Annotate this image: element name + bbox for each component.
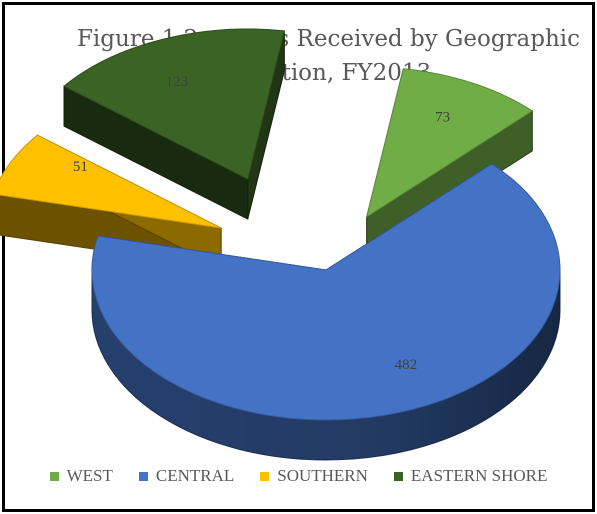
pie-top-west: [365, 68, 534, 218]
legend-label-eastern-shore: EASTERN SHORE: [410, 466, 548, 485]
chart-legend: WEST CENTRAL SOUTHERN EASTERN SHORE: [0, 466, 597, 486]
legend-item-central: CENTRAL: [138, 466, 235, 486]
legend-label-central: CENTRAL: [155, 466, 235, 485]
pie-top-central: [91, 163, 561, 421]
legend-item-southern: SOUTHERN: [260, 466, 368, 486]
data-label-southern: 51: [73, 159, 88, 175]
data-label-west: 73: [435, 109, 450, 125]
legend-item-eastern-shore: EASTERN SHORE: [393, 466, 548, 486]
legend-swatch-eastern-shore: [393, 471, 403, 481]
pie-slice-central: 482: [91, 163, 561, 461]
pie-slice-eastern-shore: 123: [63, 28, 285, 220]
pie-top-eastern-shore: [63, 28, 285, 180]
legend-swatch-southern: [260, 471, 270, 481]
pie-side-shade-central: [92, 270, 560, 460]
data-label-central: 482: [395, 357, 418, 373]
legend-label-southern: SOUTHERN: [277, 466, 368, 485]
legend-label-west: WEST: [66, 466, 113, 485]
legend-swatch-central: [138, 471, 148, 481]
legend-item-west: WEST: [49, 466, 113, 486]
data-label-eastern-shore: 123: [166, 74, 189, 90]
pie-top-southern: [0, 134, 222, 229]
legend-swatch-west: [49, 471, 59, 481]
